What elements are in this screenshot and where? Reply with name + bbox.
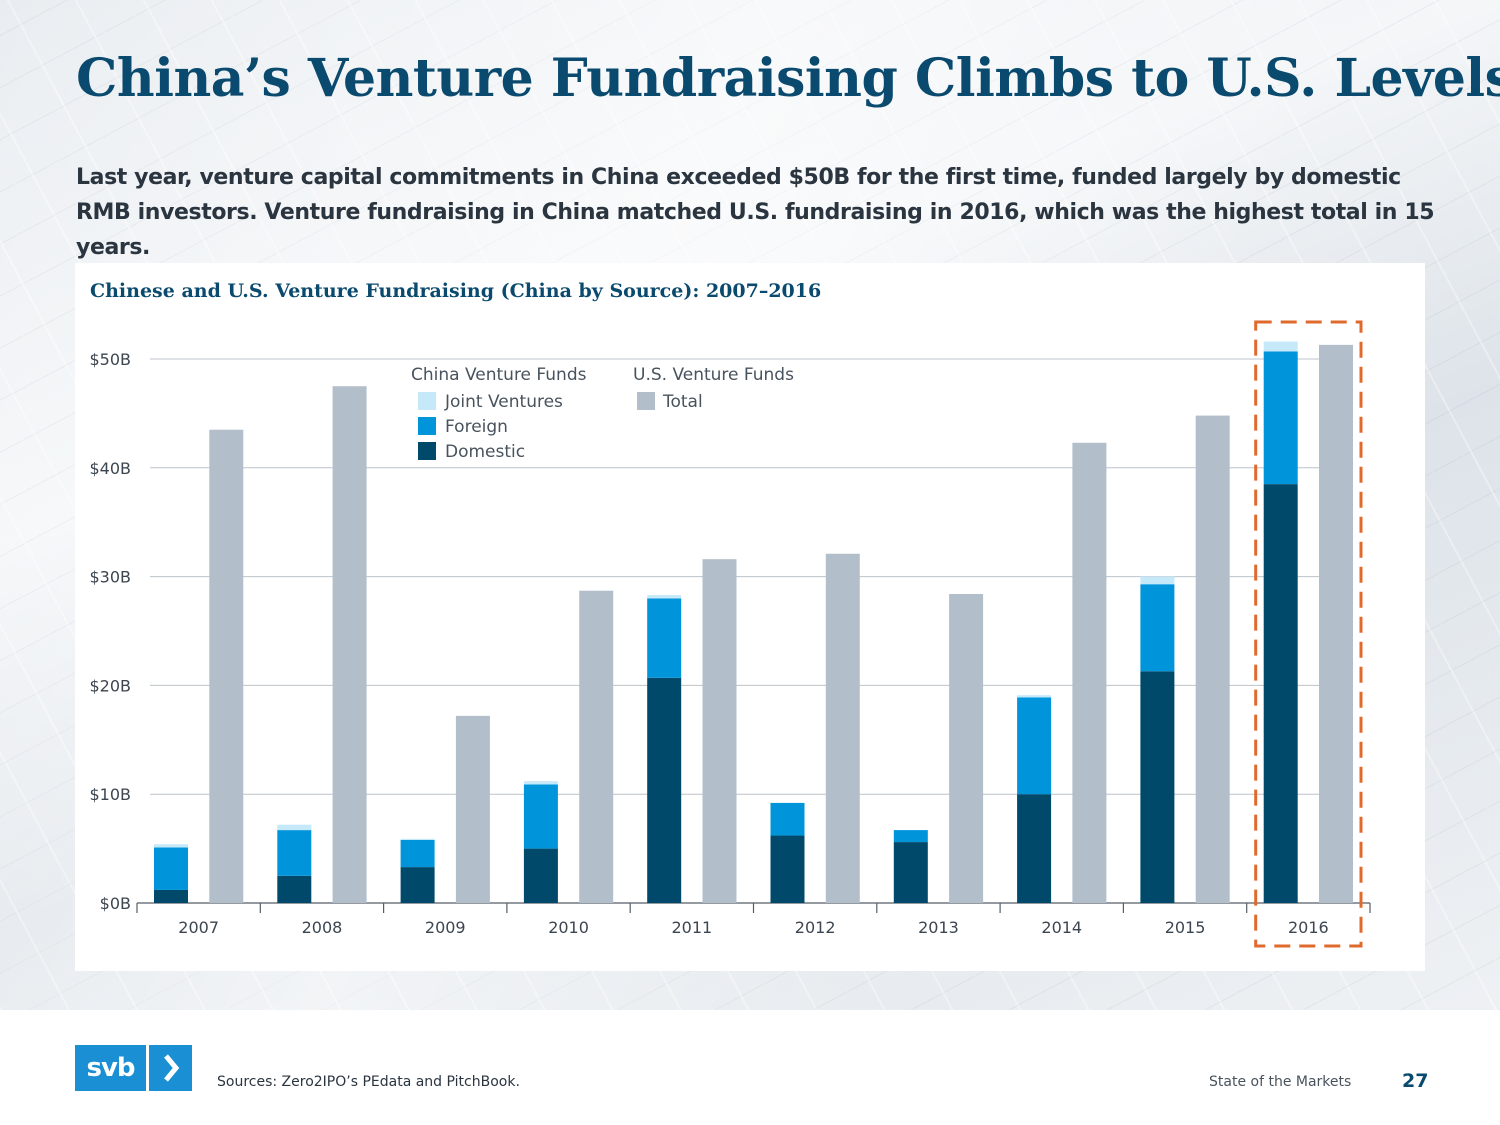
bar-china-joint-ventures-2015	[1140, 576, 1175, 585]
legend-swatch-us-total	[637, 392, 655, 410]
x-tick-label: 2008	[302, 918, 343, 937]
legend-label-domestic: Domestic	[445, 442, 525, 462]
bar-us-total-2015	[1195, 415, 1230, 903]
chart-svg: $0B $10B $20B $30B $40B $50B 2007 2008 2009 2010 2…	[89, 320, 1371, 948]
y-tick-label: $40B	[89, 459, 131, 478]
y-tick-label: $10B	[89, 785, 131, 804]
bar-us-total-2016	[1319, 344, 1353, 904]
x-tick-label: 2015	[1165, 918, 1206, 937]
bar-us-total-2010	[579, 590, 614, 903]
bar-china-foreign-2010	[523, 784, 558, 849]
x-tick-label: 2009	[425, 918, 466, 937]
x-tick-label: 2007	[178, 918, 219, 937]
bar-china-domestic-2011	[647, 677, 682, 903]
bar-china-joint-ventures-2014	[1017, 695, 1052, 698]
bar-china-domestic-2007	[154, 889, 188, 903]
legend-swatch-foreign	[418, 417, 436, 435]
bar-china-joint-ventures-2010	[523, 781, 558, 785]
bar-china-joint-ventures-2011	[647, 595, 682, 599]
page-number: 27	[1402, 1070, 1429, 1092]
bar-china-domestic-2015	[1140, 671, 1175, 903]
bar-china-domestic-2012	[770, 835, 805, 903]
legend-label-joint-ventures: Joint Ventures	[444, 392, 563, 412]
bar-china-joint-ventures-2007	[154, 844, 188, 848]
bar-china-foreign-2007	[154, 847, 188, 890]
legend-us-heading: U.S. Venture Funds	[633, 365, 794, 385]
logo-wordmark: svb	[75, 1045, 146, 1091]
bar-us-total-2007	[209, 429, 244, 903]
bar-china-foreign-2013	[893, 830, 928, 843]
x-tick-label: 2013	[918, 918, 959, 937]
bar-us-total-2012	[825, 553, 860, 903]
chevron-right-icon	[149, 1045, 192, 1091]
bar-us-total-2011	[702, 559, 737, 903]
bar-china-domestic-2013	[893, 842, 928, 903]
footer-label: State of the Markets	[1209, 1074, 1352, 1090]
legend-china-heading: China Venture Funds	[411, 365, 587, 385]
bar-china-foreign-2009	[400, 839, 435, 868]
bar-china-joint-ventures-2009	[400, 838, 435, 840]
bar-china-joint-ventures-2016	[1263, 341, 1298, 352]
x-tick-label: 2016	[1288, 918, 1329, 937]
page-subtitle: Last year, venture capital commitments i…	[76, 165, 1435, 260]
x-tick-label: 2012	[795, 918, 836, 937]
x-tick-label: 2010	[548, 918, 589, 937]
bar-china-foreign-2008	[277, 830, 312, 876]
y-tick-label: $50B	[89, 350, 131, 369]
x-tick-label: 2011	[671, 918, 712, 937]
bar-us-total-2009	[455, 715, 490, 903]
y-tick-label: $30B	[89, 568, 131, 587]
bar-china-domestic-2010	[523, 848, 558, 903]
bar-china-foreign-2015	[1140, 584, 1175, 672]
legend-label-us-total: Total	[662, 392, 703, 412]
bar-us-total-2013	[949, 594, 984, 903]
bar-us-total-2014	[1072, 442, 1107, 903]
bar-china-foreign-2016	[1263, 351, 1298, 485]
legend-swatch-domestic	[418, 442, 436, 460]
bar-china-domestic-2008	[277, 875, 312, 903]
y-tick-label: $0B	[100, 894, 131, 913]
bar-china-joint-ventures-2008	[277, 824, 312, 831]
legend-label-foreign: Foreign	[445, 417, 508, 437]
bar-china-domestic-2009	[400, 867, 435, 903]
legend-swatch-joint-ventures	[418, 392, 436, 410]
bar-china-domestic-2014	[1017, 794, 1052, 903]
svb-logo: svb	[75, 1045, 192, 1091]
bar-china-foreign-2014	[1017, 697, 1052, 795]
bar-china-domestic-2016	[1263, 484, 1298, 903]
page-title: China’s Venture Fundraising Climbs to U.…	[76, 48, 1500, 109]
source-note: Sources: Zero2IPO’s PEdata and PitchBook…	[217, 1074, 520, 1090]
x-tick-label: 2014	[1041, 918, 1082, 937]
bar-china-foreign-2011	[647, 598, 682, 678]
chart-title: Chinese and U.S. Venture Fundraising (Ch…	[90, 280, 822, 302]
bar-us-total-2008	[332, 386, 367, 903]
highlight-box-2016	[1254, 320, 1363, 948]
bar-china-foreign-2012	[770, 802, 805, 836]
y-tick-label: $20B	[89, 676, 131, 695]
